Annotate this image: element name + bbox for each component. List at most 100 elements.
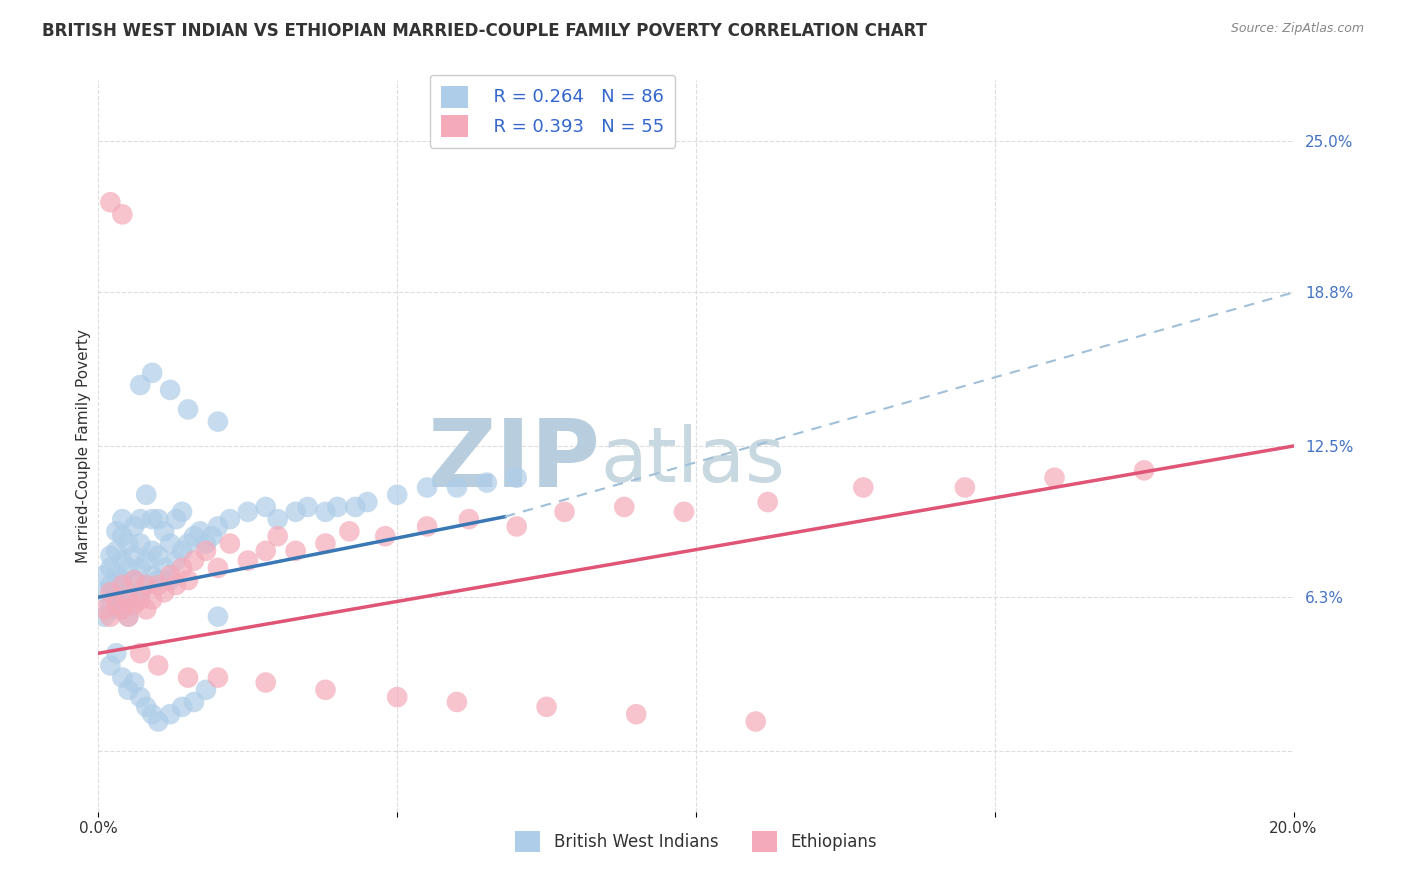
Point xyxy=(135,488,157,502)
Point xyxy=(177,671,200,685)
Point xyxy=(111,529,134,543)
Point xyxy=(148,578,170,592)
Point xyxy=(141,568,163,582)
Point xyxy=(148,573,170,587)
Point xyxy=(153,524,176,539)
Point xyxy=(135,699,157,714)
Point xyxy=(93,568,115,582)
Text: atlas: atlas xyxy=(600,424,785,498)
Text: BRITISH WEST INDIAN VS ETHIOPIAN MARRIED-COUPLE FAMILY POVERTY CORRELATION CHART: BRITISH WEST INDIAN VS ETHIOPIAN MARRIED… xyxy=(42,22,927,40)
Point xyxy=(183,529,205,543)
Point xyxy=(183,553,205,567)
Point xyxy=(254,544,277,558)
Point xyxy=(159,573,181,587)
Point xyxy=(111,598,134,612)
Legend: British West Indians, Ethiopians: British West Indians, Ethiopians xyxy=(509,824,883,858)
Point xyxy=(117,536,139,550)
Point xyxy=(207,561,229,575)
Point xyxy=(129,378,152,392)
Point xyxy=(124,519,146,533)
Point xyxy=(852,480,875,494)
Point xyxy=(284,544,307,558)
Point xyxy=(129,536,152,550)
Point xyxy=(159,383,181,397)
Point xyxy=(129,592,152,607)
Point xyxy=(344,500,367,514)
Point xyxy=(267,529,290,543)
Point xyxy=(673,505,696,519)
Point xyxy=(201,529,224,543)
Point xyxy=(117,561,139,575)
Point xyxy=(172,699,194,714)
Point xyxy=(267,512,290,526)
Point xyxy=(111,578,134,592)
Point xyxy=(236,505,259,519)
Point xyxy=(129,646,152,660)
Point xyxy=(356,495,378,509)
Point xyxy=(129,585,152,599)
Point xyxy=(124,675,146,690)
Point xyxy=(236,553,259,567)
Point xyxy=(135,553,157,567)
Point xyxy=(111,553,134,567)
Point xyxy=(446,480,468,494)
Point xyxy=(219,536,242,550)
Point xyxy=(117,592,139,607)
Point xyxy=(135,602,157,616)
Point xyxy=(458,512,481,526)
Point xyxy=(117,609,139,624)
Point xyxy=(141,544,163,558)
Point xyxy=(124,573,146,587)
Point xyxy=(165,553,187,567)
Point xyxy=(98,598,122,612)
Point xyxy=(953,480,976,494)
Point xyxy=(207,519,229,533)
Point xyxy=(315,536,337,550)
Text: ZIP: ZIP xyxy=(427,415,600,507)
Point xyxy=(124,549,146,563)
Point xyxy=(111,602,134,616)
Point xyxy=(111,573,134,587)
Point xyxy=(141,592,163,607)
Point xyxy=(135,578,157,592)
Point xyxy=(98,561,122,575)
Point xyxy=(1043,471,1066,485)
Point xyxy=(111,671,134,685)
Point xyxy=(475,475,498,490)
Point xyxy=(159,568,181,582)
Point xyxy=(254,500,277,514)
Point xyxy=(385,488,409,502)
Point xyxy=(254,675,277,690)
Point xyxy=(183,695,205,709)
Point xyxy=(172,544,194,558)
Point xyxy=(148,549,170,563)
Point xyxy=(195,682,218,697)
Point xyxy=(554,505,576,519)
Point xyxy=(98,585,122,599)
Point xyxy=(141,707,163,722)
Point xyxy=(506,519,529,533)
Point xyxy=(105,544,128,558)
Point xyxy=(105,585,128,599)
Point xyxy=(416,519,439,533)
Point xyxy=(195,544,218,558)
Point xyxy=(148,512,170,526)
Point xyxy=(135,578,157,592)
Point xyxy=(626,707,648,722)
Point xyxy=(105,568,128,582)
Point xyxy=(105,646,128,660)
Point xyxy=(165,512,187,526)
Point xyxy=(613,500,636,514)
Point xyxy=(177,573,200,587)
Point xyxy=(105,602,128,616)
Point xyxy=(506,471,529,485)
Point xyxy=(165,578,187,592)
Point xyxy=(745,714,768,729)
Point xyxy=(93,602,115,616)
Point xyxy=(207,609,229,624)
Text: Source: ZipAtlas.com: Source: ZipAtlas.com xyxy=(1230,22,1364,36)
Point xyxy=(148,714,170,729)
Point xyxy=(297,500,319,514)
Point xyxy=(416,480,439,494)
Point xyxy=(129,561,152,575)
